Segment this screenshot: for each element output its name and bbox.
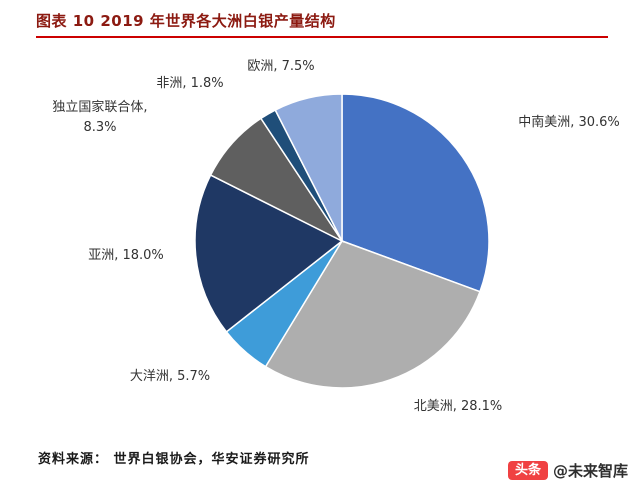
pie-slice [341,93,490,293]
pie-label: 大洋洲, 5.7% [129,368,211,384]
chart-title: 图表 10 2019 年世界各大洲白银产量结构 [36,12,336,30]
watermark: 头条 @未来智库 [507,460,628,481]
pie-slice [264,240,481,389]
pie-label: 非洲, 1.8% [156,75,224,91]
pie-slice [274,93,343,242]
toutiao-badge: 头条 [507,460,548,481]
pie-slice [194,174,344,333]
pie-label: 欧洲, 7.5% [247,58,315,74]
pie-label: 独立国家联合体, 8.3% [52,99,148,135]
pie-label: 亚洲, 18.0% [88,247,164,263]
title-underline [36,36,608,38]
pie-label: 中南美洲, 30.6% [518,114,620,130]
source-note: 资料来源： 世界白银协会，华安证券研究所 [38,452,310,467]
pie-label: 北美洲, 28.1% [413,398,503,414]
watermark-handle: @未来智库 [552,462,628,480]
